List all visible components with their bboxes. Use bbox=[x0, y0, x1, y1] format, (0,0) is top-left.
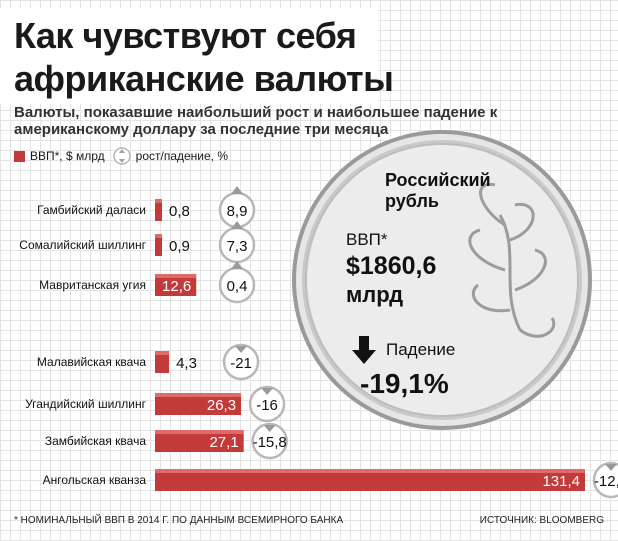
change-circle bbox=[592, 461, 618, 499]
change-circle bbox=[248, 385, 286, 423]
down-arrow-icon bbox=[352, 336, 376, 364]
gdp-bar bbox=[155, 199, 162, 221]
gdp-bar-highlight bbox=[155, 234, 162, 238]
change-legend-label: рост/падение, % bbox=[135, 149, 229, 163]
coin-ornament-icon bbox=[468, 183, 556, 338]
down-arrow-icon bbox=[605, 464, 617, 471]
gdp-bar-highlight bbox=[155, 469, 585, 473]
legend: ВВП*, $ млрд рост/падение, % bbox=[14, 147, 236, 165]
gdp-legend-label: ВВП*, $ млрд bbox=[30, 149, 105, 163]
down-arrow-icon bbox=[263, 425, 276, 432]
change-value-label: -12,3 bbox=[594, 473, 618, 490]
gdp-bar-highlight bbox=[155, 351, 170, 355]
change-value-label: -16 bbox=[256, 397, 278, 414]
coin-change-value: -19,1% bbox=[360, 368, 449, 399]
gdp-value-label: 26,3 bbox=[207, 397, 236, 414]
up-arrow-icon bbox=[231, 261, 243, 269]
category-label: Гамбийский даласи bbox=[37, 203, 146, 217]
gdp-bar bbox=[155, 393, 242, 415]
gdp-legend-swatch bbox=[14, 150, 25, 162]
category-label: Сомалийский шиллинг bbox=[19, 238, 146, 252]
category-label: Ангольская кванза bbox=[43, 473, 147, 487]
gdp-value-label: 27,1 bbox=[209, 434, 238, 451]
coin-gdp-value: $1860,6 bbox=[346, 252, 437, 280]
up-arrow-icon bbox=[231, 186, 243, 194]
coin-gdp-unit: млрд bbox=[346, 282, 404, 307]
chart-subtitle: Валюты, показавшие наибольший рост и наи… bbox=[14, 104, 498, 138]
up-arrow-icon bbox=[231, 221, 243, 229]
change-circle bbox=[251, 422, 288, 460]
gdp-bar-highlight bbox=[155, 274, 197, 278]
category-label: Малавийская квача bbox=[37, 355, 146, 369]
gdp-value-label: 0,9 bbox=[169, 238, 190, 255]
category-label: Мавританская угия bbox=[39, 278, 146, 292]
gdp-bar bbox=[155, 469, 585, 491]
down-arrow-icon bbox=[235, 346, 248, 353]
footnote: * НОМИНАЛЬНЫЙ ВВП В 2014 Г. ПО ДАННЫМ ВС… bbox=[14, 515, 344, 526]
change-value-label: 8,9 bbox=[227, 203, 248, 220]
gdp-bar bbox=[155, 351, 170, 373]
gdp-bar bbox=[155, 234, 162, 256]
title-backdrop bbox=[0, 8, 378, 104]
change-circle bbox=[222, 343, 260, 381]
down-arrow-icon bbox=[261, 388, 274, 395]
coin-currency-name: Российский рубль bbox=[385, 170, 491, 211]
coin-change-label: Падение bbox=[386, 340, 456, 359]
gdp-value-label: 0,8 bbox=[169, 203, 190, 220]
gdp-bar bbox=[155, 274, 197, 296]
change-legend-arrows-icon bbox=[112, 147, 131, 165]
coin-gdp-label: ВВП* bbox=[346, 230, 388, 249]
gdp-bar-highlight bbox=[155, 199, 162, 203]
change-value-label: -15,8 bbox=[253, 434, 287, 451]
source-note: ИСТОЧНИК: BLOOMBERG bbox=[479, 515, 604, 526]
category-label: Угандийский шиллинг bbox=[25, 397, 147, 411]
gdp-value-label: 131,4 bbox=[542, 473, 580, 490]
category-label: Замбийская квача bbox=[45, 434, 146, 448]
gdp-value-label: 4,3 bbox=[176, 355, 197, 372]
change-value-label: 0,4 bbox=[227, 278, 248, 295]
change-value-label: -21 bbox=[230, 355, 252, 372]
change-value-label: 7,3 bbox=[227, 238, 248, 255]
gdp-value-label: 12,6 bbox=[162, 278, 191, 295]
gdp-bar-highlight bbox=[155, 393, 242, 397]
gdp-bar bbox=[155, 430, 244, 452]
gdp-bar-highlight bbox=[155, 430, 244, 434]
chart-title: Как чувствуют себя африканские валюты bbox=[14, 15, 394, 99]
